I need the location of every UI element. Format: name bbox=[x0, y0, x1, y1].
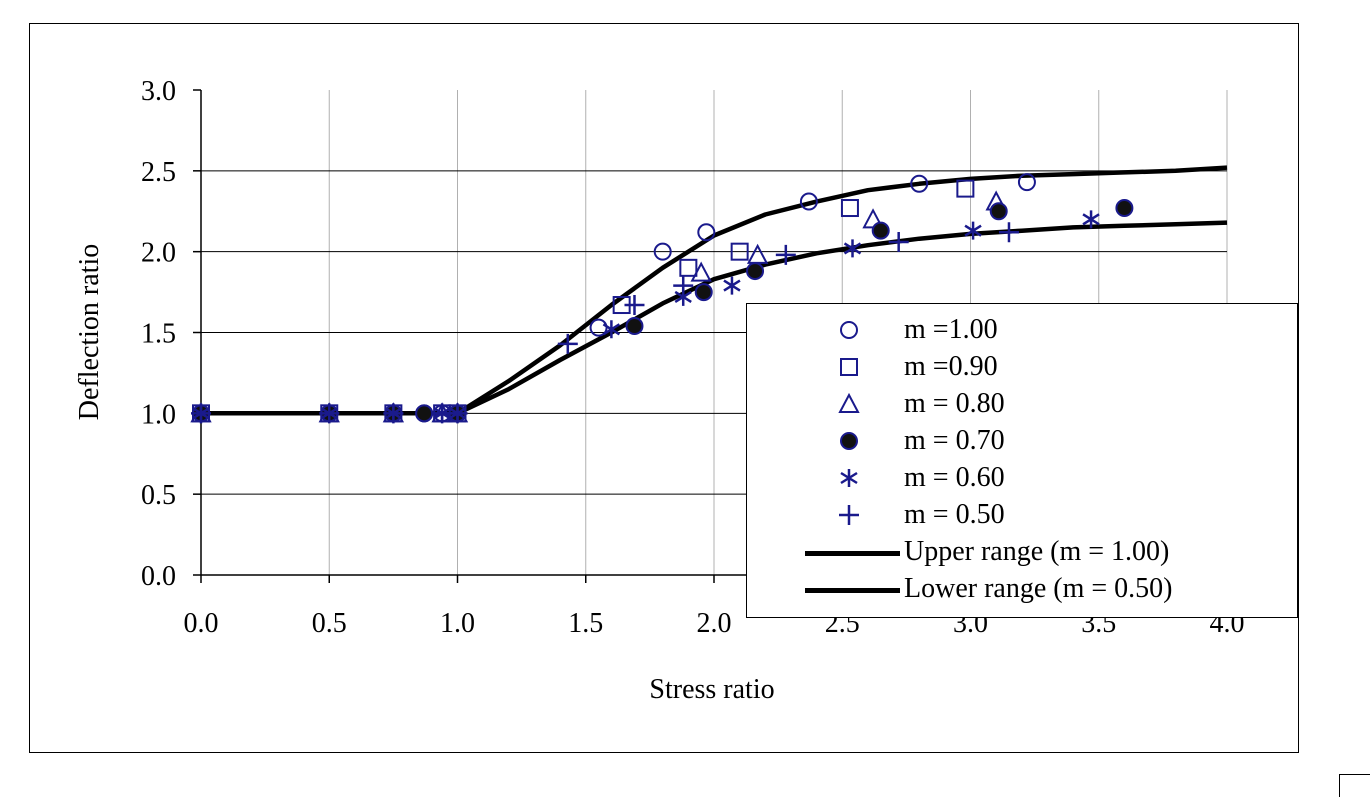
data-point-plus bbox=[319, 403, 340, 424]
open-triangle-marker-icon bbox=[838, 392, 860, 413]
open-circle-marker-icon bbox=[840, 321, 858, 339]
data-point-circle bbox=[697, 223, 716, 242]
data-point-filled-circle bbox=[746, 262, 765, 281]
data-point-plus bbox=[888, 231, 909, 252]
y-tick-label: 3.0 bbox=[141, 76, 176, 107]
legend-entry-m-0-70: m = 0.70 bbox=[747, 423, 1297, 460]
filled-circle-marker-icon bbox=[840, 432, 858, 450]
y-tick-label: 0.5 bbox=[141, 480, 176, 511]
data-point-filled-circle bbox=[871, 221, 890, 240]
upper-range-line-icon bbox=[805, 551, 900, 556]
chart-frame: 0.0 0.5 1.0 1.5 2.0 2.5 3.0 3.5 4.0 0.0 0.5 1.0 1.5 2… bbox=[29, 23, 1299, 753]
legend-label: m = 0.70 bbox=[904, 425, 1005, 456]
data-point-circle bbox=[653, 242, 672, 261]
legend-entry-m-0-80: m = 0.80 bbox=[747, 386, 1297, 423]
data-point-filled-circle bbox=[625, 317, 644, 336]
legend-entry-m-1-00: m =1.00 bbox=[747, 312, 1297, 349]
lower-range-line-icon bbox=[805, 588, 900, 593]
y-axis-title: Deflection ratio bbox=[74, 244, 105, 420]
x-tick-label: 1.0 bbox=[440, 608, 475, 639]
data-points bbox=[190, 173, 1134, 424]
open-square-marker-icon bbox=[840, 358, 858, 376]
data-point-square bbox=[679, 258, 698, 277]
data-point-plus bbox=[673, 275, 694, 296]
data-point-filled-circle bbox=[415, 404, 434, 423]
y-tick-label: 1.5 bbox=[141, 319, 176, 350]
data-point-asterisk bbox=[964, 221, 982, 240]
legend-label: m = 0.80 bbox=[904, 388, 1005, 419]
x-axis-title: Stress ratio bbox=[649, 674, 774, 705]
x-tick-label: 0.5 bbox=[312, 608, 347, 639]
legend: m =1.00 m =0.90 m = 0.80 m = 0.70 m = 0.… bbox=[746, 303, 1298, 618]
y-tick-label: 0.0 bbox=[141, 561, 176, 592]
data-point-plus bbox=[447, 403, 468, 424]
data-point-square bbox=[956, 179, 975, 198]
legend-entry-upper-range: Upper range (m = 1.00) bbox=[747, 534, 1297, 571]
y-tick-label: 1.0 bbox=[141, 399, 176, 430]
x-tick-label: 1.5 bbox=[568, 608, 603, 639]
y-tick-label: 2.0 bbox=[141, 238, 176, 269]
data-point-plus bbox=[191, 403, 211, 424]
legend-label: m =1.00 bbox=[904, 314, 998, 345]
data-point-filled-circle bbox=[1115, 199, 1134, 218]
legend-entry-m-0-50: m = 0.50 bbox=[747, 497, 1297, 534]
data-point-plus bbox=[775, 244, 796, 265]
x-tick-label: 0.0 bbox=[184, 608, 219, 639]
data-point-circle bbox=[1017, 173, 1036, 192]
plus-marker-icon bbox=[839, 505, 859, 525]
y-tick-label: 2.5 bbox=[141, 157, 176, 188]
data-point-triangle bbox=[746, 243, 769, 264]
legend-entry-m-0-90: m =0.90 bbox=[747, 349, 1297, 386]
upper-range-line bbox=[201, 165, 1228, 416]
data-point-asterisk bbox=[843, 239, 862, 258]
data-point-asterisk bbox=[723, 276, 741, 295]
data-point-filled-circle bbox=[989, 202, 1008, 221]
data-point-plus bbox=[624, 295, 645, 316]
legend-label: m = 0.60 bbox=[904, 462, 1005, 493]
data-point-plus bbox=[557, 333, 578, 354]
data-point-plus bbox=[998, 222, 1019, 243]
data-point-plus bbox=[383, 403, 404, 424]
data-point-circle bbox=[799, 192, 818, 211]
data-point-filled-circle bbox=[694, 283, 713, 302]
data-point-circle bbox=[910, 174, 929, 193]
legend-entry-lower-range: Lower range (m = 0.50) bbox=[747, 571, 1297, 608]
data-point-asterisk bbox=[602, 320, 621, 339]
legend-entry-m-0-60: m = 0.60 bbox=[747, 460, 1297, 497]
legend-label: m = 0.50 bbox=[904, 499, 1005, 530]
x-tick-label: 2.0 bbox=[697, 608, 732, 639]
data-point-square bbox=[730, 242, 749, 261]
corner-mark bbox=[1339, 774, 1370, 797]
legend-label: m =0.90 bbox=[904, 351, 998, 382]
legend-label: Lower range (m = 0.50) bbox=[904, 573, 1173, 604]
legend-label: Upper range (m = 1.00) bbox=[904, 536, 1170, 567]
data-point-asterisk bbox=[1082, 210, 1100, 229]
range-lines bbox=[201, 165, 1228, 416]
data-point-square bbox=[840, 199, 859, 218]
lower-range-line bbox=[201, 220, 1228, 416]
asterisk-marker-icon bbox=[840, 469, 858, 487]
data-point-triangle bbox=[690, 261, 712, 282]
